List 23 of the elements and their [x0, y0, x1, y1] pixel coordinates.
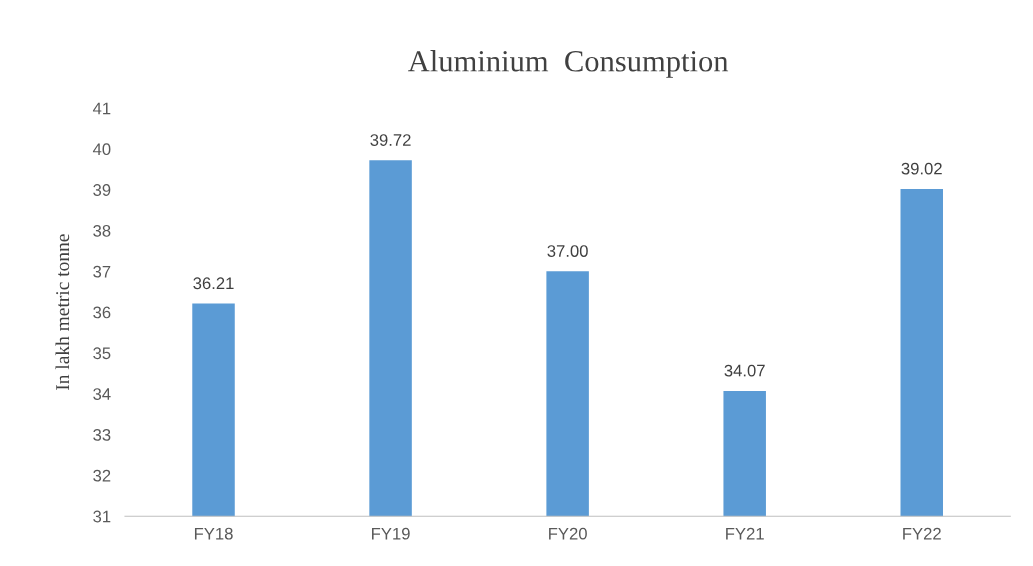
y-tick-label: 39: [93, 184, 111, 196]
chart-title: Aluminium Consumption: [408, 50, 729, 78]
y-tick-label: 40: [92, 143, 111, 156]
y-tick-label: 34: [93, 388, 111, 400]
y-tick-label: 38: [93, 224, 111, 237]
y-tick-label: 35: [93, 347, 111, 360]
y-tick-label: 33: [93, 428, 111, 441]
y-axis-title: In lakh metric tonne: [55, 234, 70, 391]
y-tick-label: 36: [93, 306, 111, 319]
y-tick-label: 37: [93, 265, 111, 278]
y-tick-label: 41: [92, 102, 111, 115]
data-label: 39.72: [370, 134, 411, 146]
data-label: 37.00: [547, 245, 588, 257]
x-tick-label: FY20: [549, 527, 587, 540]
x-tick-label: FY21: [726, 527, 764, 540]
x-tick-label: FY18: [194, 527, 233, 540]
data-label: 36.21: [193, 277, 234, 290]
data-label: 39.02: [901, 162, 942, 175]
y-tick-label: 31: [93, 510, 111, 523]
x-tick-label: FY22: [903, 527, 941, 540]
data-label: 34.07: [724, 364, 765, 377]
y-tick-label: 32: [93, 469, 111, 482]
x-tick-label: FY19: [372, 527, 410, 540]
